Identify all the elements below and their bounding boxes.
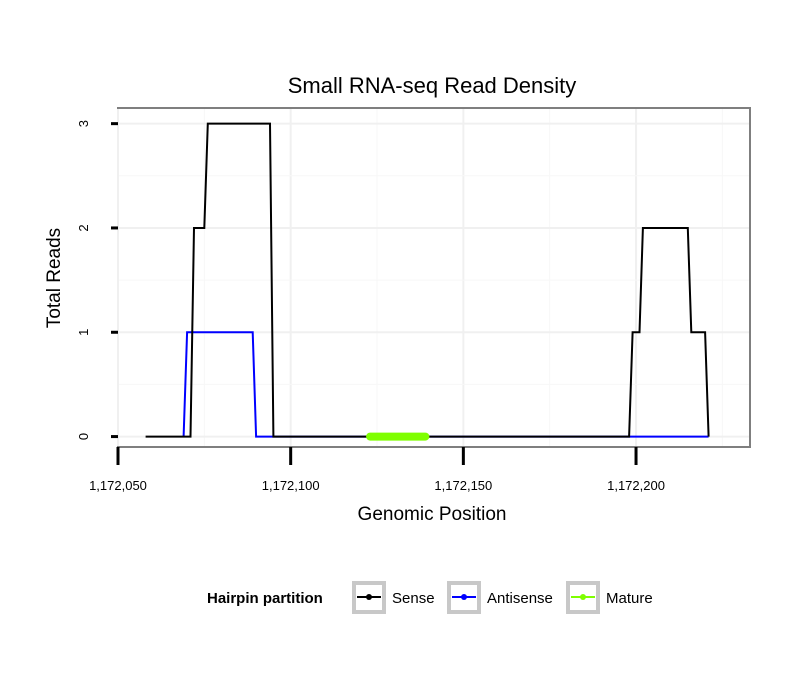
- y-tick-label: 3: [76, 120, 91, 127]
- x-tick-label: 1,172,050: [89, 478, 147, 493]
- y-tick-label: 2: [76, 224, 91, 231]
- x-axis-title: Genomic Position: [358, 504, 507, 525]
- legend-label-antisense: Antisense: [487, 590, 553, 607]
- y-axis: 0 1 2 3: [76, 120, 118, 440]
- legend-item-mature: Mature: [566, 581, 653, 614]
- legend-label-sense: Sense: [392, 590, 435, 607]
- series-layer: [145, 122, 710, 441]
- legend-label-mature: Mature: [606, 590, 653, 607]
- legend-item-antisense: Antisense: [447, 581, 553, 614]
- chart-title: Small RNA-seq Read Density: [288, 73, 577, 98]
- x-axis: 1,172,050 1,172,100 1,172,150 1,172,200: [89, 447, 665, 493]
- y-axis-title: Total Reads: [44, 228, 65, 328]
- x-tick-label: 1,172,100: [262, 478, 320, 493]
- y-tick-label: 0: [76, 433, 91, 440]
- legend: Hairpin partition Sense Antisense Mature: [207, 581, 653, 614]
- legend-dot-antisense: [461, 594, 467, 600]
- legend-dot-mature: [580, 594, 586, 600]
- legend-title: Hairpin partition: [207, 590, 323, 607]
- x-tick-label: 1,172,200: [607, 478, 665, 493]
- y-tick-label: 1: [76, 329, 91, 336]
- plot-panel: [117, 107, 751, 448]
- series-line-sense: [145, 122, 710, 438]
- legend-dot-sense: [366, 594, 372, 600]
- legend-item-sense: Sense: [352, 581, 435, 614]
- x-tick-label: 1,172,150: [434, 478, 492, 493]
